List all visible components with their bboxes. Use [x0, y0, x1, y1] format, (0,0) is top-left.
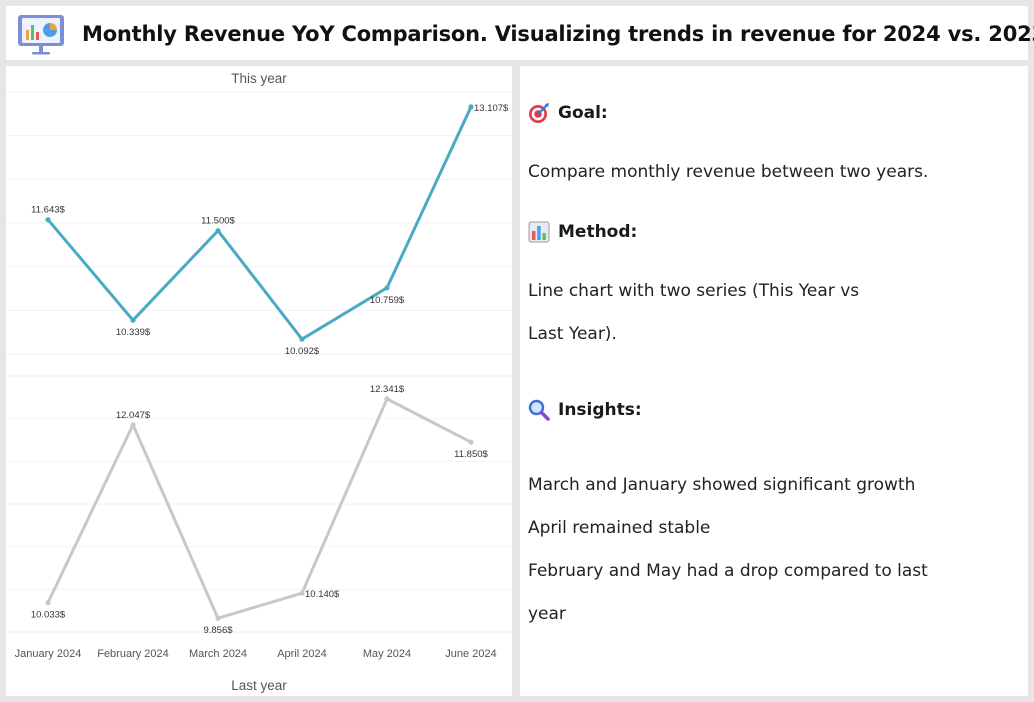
data-point [215, 615, 221, 621]
data-point [215, 228, 221, 234]
method-text-line1: Line chart with two series (This Year vs [528, 281, 860, 301]
revenue-line-chart: This year 11.643$ 10.339$ 11.500$ 10.092$ 10.… [6, 71, 512, 693]
data-label: 11.500$ [201, 216, 235, 227]
x-tick-label: March 2024 [189, 648, 247, 660]
data-label: 9.856$ [203, 625, 233, 636]
data-point [299, 590, 305, 596]
data-label: 10.140$ [305, 589, 340, 600]
series-title-last-year: Last year [231, 678, 287, 693]
data-label: 11.850$ [454, 449, 488, 460]
x-tick-label: June 2024 [445, 648, 496, 660]
insight-item: April remained stable [528, 518, 711, 538]
data-label: 12.047$ [116, 410, 151, 421]
bar-chart-icon [528, 221, 550, 243]
target-icon [529, 103, 549, 123]
insight-item: March and January showed significant gro… [528, 475, 916, 495]
method-heading-label: Method: [558, 222, 638, 242]
method-text-line2: Last Year). [528, 324, 617, 344]
presentation-chart-icon [18, 15, 64, 55]
data-point [299, 336, 305, 342]
data-point [45, 600, 51, 606]
goal-text: Compare monthly revenue between two year… [528, 162, 929, 182]
page-title: Monthly Revenue YoY Comparison. Visualiz… [82, 22, 1034, 46]
x-tick-label: January 2024 [15, 648, 82, 660]
series-line [46, 397, 473, 620]
goal-heading-label: Goal: [558, 103, 608, 123]
data-point [130, 422, 136, 428]
data-label: 13.107$ [474, 103, 509, 114]
data-point [130, 317, 136, 323]
data-label: 10.339$ [116, 327, 151, 338]
goal-heading: Goal: [528, 102, 608, 124]
series-line [46, 105, 473, 341]
insight-item: February and May had a drop compared to … [528, 561, 928, 581]
data-label: 11.643$ [31, 205, 65, 216]
x-tick-label: February 2024 [97, 648, 169, 660]
line-chart-panel: This year 11.643$ 10.339$ 11.500$ 10.092$ 10.… [6, 66, 512, 696]
series-title-this-year: This year [231, 71, 287, 86]
description-panel: Goal: Compare monthly revenue between tw… [520, 66, 1028, 696]
data-point [384, 396, 390, 402]
data-label: 12.341$ [370, 384, 405, 395]
data-point [45, 217, 51, 223]
x-tick-label: May 2024 [363, 648, 411, 660]
data-point [468, 104, 474, 110]
insight-item-continued: year [528, 604, 566, 624]
x-tick-label: April 2024 [277, 648, 327, 660]
data-label: 10.092$ [285, 346, 320, 357]
method-heading: Method: [528, 221, 637, 243]
data-label: 10.759$ [370, 295, 405, 306]
data-label: 10.033$ [31, 610, 66, 621]
header: Monthly Revenue YoY Comparison. Visualiz… [6, 6, 1034, 60]
insights-heading-label: Insights: [558, 400, 642, 420]
data-point [468, 439, 474, 445]
magnifier-icon [528, 399, 550, 421]
insights-heading: Insights: [528, 399, 642, 421]
data-point [384, 285, 390, 291]
